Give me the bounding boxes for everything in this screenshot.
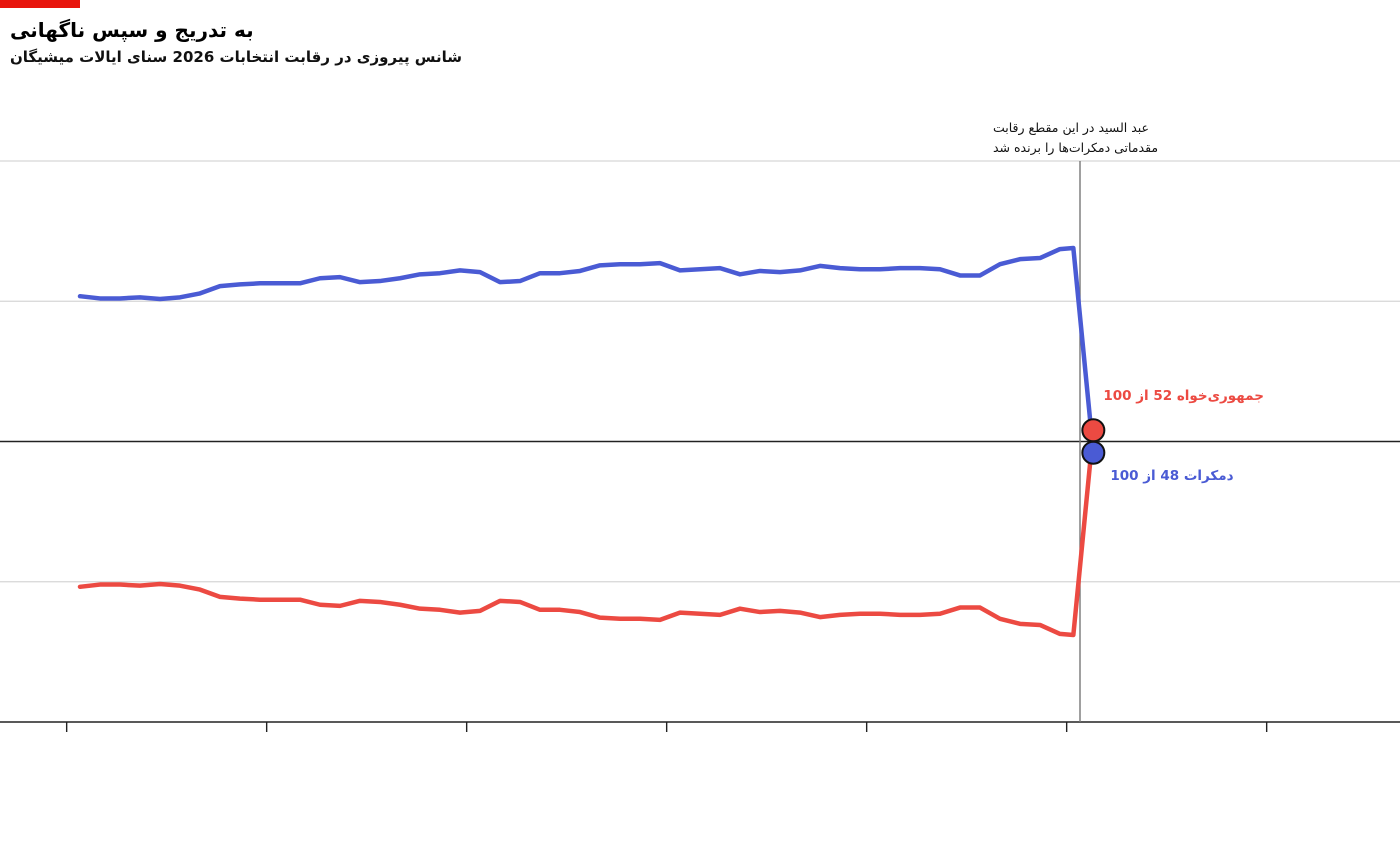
end-dot <box>1081 418 1106 443</box>
series-line <box>77 428 1096 638</box>
series-line <box>77 245 1096 455</box>
chart-subtitle: شانس پیروزی در رقابت انتخابات 2026 سنای … <box>10 48 463 66</box>
chart-title: به تدریج و سپس ناگهانی <box>10 18 254 42</box>
end-dot <box>1081 440 1106 465</box>
end-value-label: 52 از 100 <box>1103 388 1173 405</box>
annotation-line: عبد السید در این مقطع رقابت <box>993 120 1149 135</box>
end-label: دمکرات 48 از 100 <box>1110 468 1233 484</box>
legend-name: جمهوری‌خواه <box>1176 388 1264 405</box>
end-value-label: 48 از 100 <box>1110 467 1180 484</box>
end-label: جمهوری‌خواه 52 از 100 <box>1103 388 1264 404</box>
legend-name: دمکرات <box>1183 467 1234 484</box>
annotation-line: مقدماتی دمکرات‌ها را برنده شد <box>993 140 1159 155</box>
annotation: عبد السید در این مقطع رقابت مقدماتی دمکر… <box>993 118 1158 158</box>
brand-bar <box>0 0 80 8</box>
